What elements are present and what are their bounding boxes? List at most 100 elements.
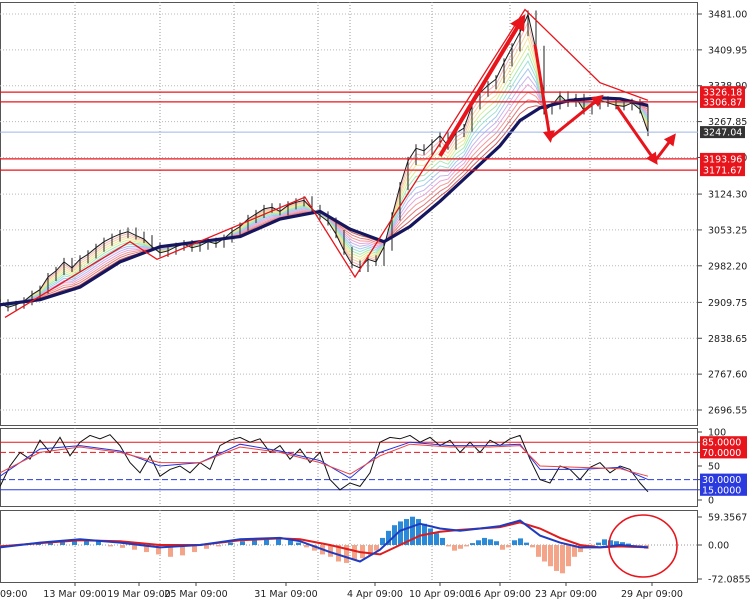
macd-histogram-bar	[120, 544, 125, 548]
macd-histogram-bar	[216, 544, 221, 547]
macd-histogram-bar	[446, 544, 451, 547]
time-axis-label: 31 Mar 09:00	[254, 589, 317, 600]
time-axis-label: 19 Mar 09:00	[107, 589, 170, 600]
macd-histogram-bar	[428, 528, 433, 545]
price-tick-label: 2982.20	[708, 261, 747, 272]
time-axis-label: 23 Apr 09:00	[535, 589, 597, 600]
macd-histogram-bar	[60, 541, 65, 545]
osc-level-tag-label: 15.0000	[702, 485, 741, 496]
macd-histogram-bar	[410, 516, 415, 545]
zigzag-line	[4, 8, 649, 318]
macd-histogram-bar	[264, 539, 269, 545]
price-tick-label: 3481.00	[708, 10, 747, 21]
macd-histogram-bar	[252, 540, 257, 545]
macd-histogram-bar	[72, 540, 77, 545]
price-tag-label: 3247.04	[703, 128, 742, 139]
osc-level-tag	[700, 483, 747, 496]
drawing-overlay	[4, 8, 678, 578]
macd-histogram-bar	[542, 544, 547, 562]
osc-level-tag-label: 85.0000	[702, 438, 741, 449]
macd-histogram-bar	[180, 544, 185, 556]
macd-histogram-bar	[156, 544, 161, 555]
macd-histogram-bar	[440, 537, 445, 545]
macd-histogram-bar	[512, 540, 517, 545]
macd-histogram-bar	[554, 544, 559, 571]
price-tag-box	[700, 95, 745, 108]
macd-histogram-bar	[470, 543, 475, 545]
macd-histogram-bar	[84, 539, 89, 545]
macd-histogram-bar	[548, 544, 553, 567]
macd-histogram-bar	[288, 540, 293, 545]
price-tick-label: 2696.55	[708, 406, 747, 417]
macd-histogram-bar	[228, 542, 233, 545]
macd-histogram-bar	[132, 544, 137, 550]
macd-histogram-bar	[614, 541, 619, 545]
macd-histogram-bar	[560, 544, 565, 574]
osc-series-line	[0, 443, 649, 477]
price-tick-label: 2909.75	[708, 298, 747, 309]
price-panel[interactable]	[0, 10, 698, 312]
chart-grid	[0, 2, 698, 583]
time-axis-label: 4 Apr 09:00	[347, 589, 403, 600]
macd-histogram-bar	[386, 530, 391, 545]
osc-series-line	[0, 434, 649, 493]
price-tag-box	[700, 164, 745, 177]
macd-histogram-bar	[506, 544, 511, 548]
macd-histogram-bar	[536, 544, 541, 557]
macd-histogram-bar	[482, 537, 487, 545]
time-axis-label: 10 Apr 09:00	[409, 589, 471, 600]
macd-histogram-bar	[240, 541, 245, 545]
macd-histogram-bar	[620, 542, 625, 545]
macd-histogram-bar	[464, 544, 469, 547]
macd-histogram-bar	[596, 542, 601, 545]
macd-histogram-bar	[168, 544, 173, 557]
oscillator-panel[interactable]	[0, 434, 698, 493]
osc-level-tag	[700, 436, 747, 449]
macd-histogram-bar	[344, 544, 349, 563]
macd-histogram-bar	[352, 544, 357, 561]
trend-arrow	[438, 14, 526, 157]
macd-histogram-bar	[380, 537, 385, 545]
macd-histogram-bar	[296, 542, 301, 545]
macd-histogram-bar	[204, 544, 209, 549]
macd-histogram-bar	[96, 541, 101, 545]
trend-arrow	[549, 94, 604, 140]
osc-level-tag	[700, 473, 747, 486]
price-tag-label: 3326.18	[703, 88, 742, 99]
macd-histogram-bar	[404, 519, 409, 545]
osc-level-tag	[700, 446, 747, 459]
macd-histogram-bar	[328, 544, 333, 557]
macd-histogram-bar	[336, 544, 341, 562]
macd-histogram-bar	[488, 539, 493, 545]
macd-histogram-bar	[566, 544, 571, 567]
osc-level-tag-label: 70.0000	[702, 448, 741, 459]
macd-histogram-bar	[304, 544, 309, 548]
price-tag-box	[700, 152, 745, 165]
macd-histogram-bar	[608, 540, 613, 545]
macd-histogram-bar	[590, 544, 595, 546]
price-tag-box	[700, 126, 745, 139]
macd-panel[interactable]	[0, 516, 698, 574]
ma-thick-line	[0, 96, 649, 307]
macd-histogram-bar	[416, 519, 421, 545]
macd-histogram-bar	[602, 539, 607, 545]
price-tick-label: 3053.25	[708, 225, 747, 236]
macd-histogram-bar	[452, 544, 457, 551]
macd-histogram-bar	[48, 542, 53, 545]
macd-histogram-bar	[434, 533, 439, 545]
price-tag-label: 3306.87	[703, 97, 742, 108]
macd-line	[0, 519, 649, 563]
panel-frame	[0, 2, 698, 426]
trend-arrow	[533, 44, 555, 143]
price-tick-label: 3409.95	[708, 45, 747, 56]
macd-histogram-bar	[572, 544, 577, 557]
time-axis-label: 25 Mar 09:00	[164, 589, 227, 600]
macd-histogram-bar	[192, 544, 197, 553]
macd-histogram-bar	[312, 544, 317, 551]
price-tag-box	[700, 86, 745, 99]
time-axis-label: 29 Apr 09:00	[621, 589, 683, 600]
price-tag-label: 3193.96	[703, 154, 742, 165]
macd-histogram-bar	[476, 540, 481, 545]
